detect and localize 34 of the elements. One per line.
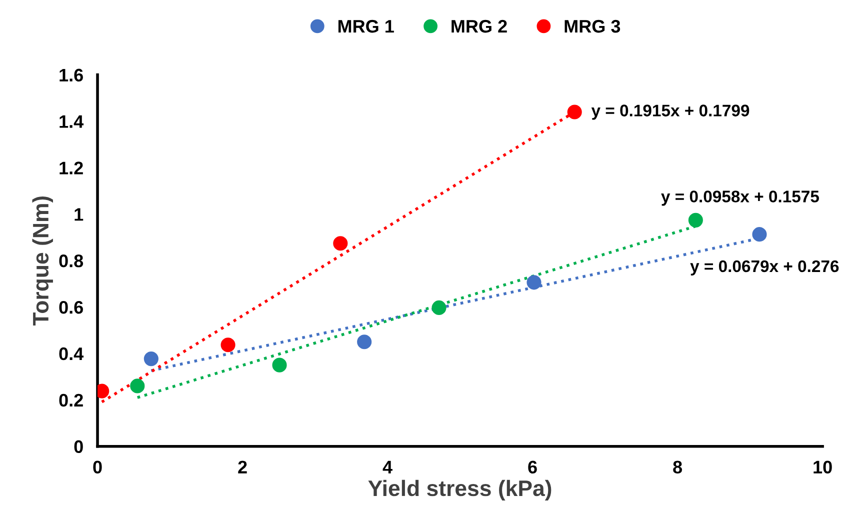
x-tick-label: 0: [93, 460, 102, 474]
point: [357, 334, 372, 350]
legend-label: MRG 2: [452, 20, 507, 33]
x-axis-title: Yield stress (kPa): [368, 480, 552, 501]
point: [220, 338, 236, 352]
annotation: y = 0.0958x + 0.1575: [661, 190, 819, 206]
y-tick-label: 1: [74, 208, 84, 221]
y-tick-label: 0.6: [59, 300, 83, 314]
x-tick-label: 2: [238, 460, 247, 474]
point: [567, 104, 582, 120]
annotation: y = 0.0679x + 0.276: [690, 260, 839, 276]
x-tick-label: 8: [673, 460, 682, 474]
y-tick-label: 0.2: [59, 394, 83, 407]
x-tick-label: 10: [814, 460, 832, 474]
y-tick-label: 0.4: [59, 347, 84, 360]
y-tick-label: 0: [74, 440, 83, 454]
point: [432, 300, 446, 315]
x-tick-label: 4: [382, 460, 392, 474]
point: [526, 275, 542, 290]
point: [333, 236, 348, 251]
y-tick-label: 0.8: [59, 254, 84, 268]
x-tick-label: 6: [528, 460, 537, 474]
point: [752, 227, 767, 242]
y-axis-title: Torque (Nm): [32, 196, 53, 326]
legend-label: MRG 1: [338, 20, 394, 33]
y-tick-label: 1.6: [60, 68, 83, 82]
point: [130, 378, 145, 394]
legend-label: MRG 3: [564, 20, 620, 33]
y-tick-label: 1.4: [60, 115, 84, 128]
point: [272, 358, 287, 372]
point: [688, 212, 703, 228]
annotation: y = 0.1915x + 0.1799: [591, 104, 750, 120]
point: [144, 352, 158, 366]
y-tick-label: 1.2: [60, 162, 83, 174]
